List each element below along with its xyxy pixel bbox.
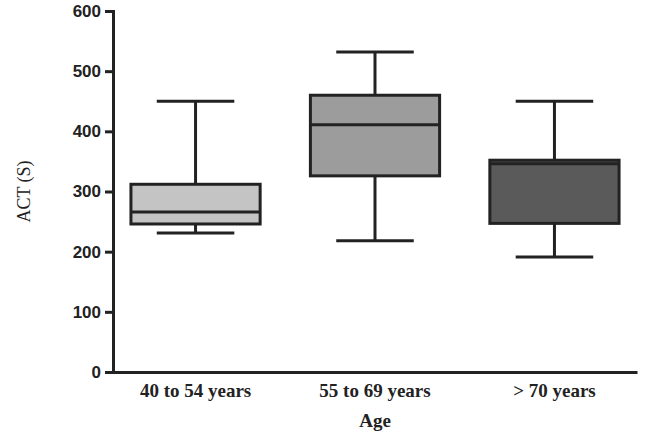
median <box>310 123 439 126</box>
whisker-cap <box>157 232 235 235</box>
y-tick-mark <box>105 130 113 133</box>
x-axis-line <box>114 371 638 374</box>
x-tick: 40 to 54 years <box>140 372 251 401</box>
box-plot <box>131 101 260 233</box>
whisker-cap <box>336 50 414 53</box>
x-tick-label: > 70 years <box>513 380 596 401</box>
box <box>131 184 260 224</box>
whisker-cap <box>157 100 235 103</box>
x-tick: 55 to 69 years <box>319 372 430 401</box>
whisker-cap <box>336 239 414 242</box>
x-axis: 40 to 54 years 55 to 69 years > 70 years <box>114 372 638 401</box>
box-plot <box>490 101 619 257</box>
y-tick-label: 600 <box>73 2 101 21</box>
y-tick-mark <box>105 251 113 254</box>
y-tick-mark <box>105 311 113 314</box>
y-tick: 500 <box>73 62 113 81</box>
y-tick: 0 <box>92 363 113 382</box>
median <box>490 162 619 165</box>
y-tick: 600 <box>73 2 113 21</box>
y-tick-label: 0 <box>92 363 101 382</box>
y-tick-mark <box>105 191 113 194</box>
box-plot <box>310 52 439 241</box>
box <box>490 160 619 223</box>
y-tick-mark <box>105 371 113 374</box>
whisker <box>553 223 556 257</box>
y-tick-label: 300 <box>73 182 101 201</box>
whisker <box>553 101 556 160</box>
whisker <box>194 101 197 184</box>
y-tick-label: 200 <box>73 243 101 262</box>
chart: 0 100 200 300 400 500 600 40 to 54 years 55 to 6… <box>0 0 651 433</box>
y-tick-label: 400 <box>73 122 101 141</box>
y-axis-title: ACT (S) <box>14 160 35 222</box>
y-tick-label: 100 <box>73 303 101 322</box>
y-tick: 400 <box>73 122 113 141</box>
plot: 0 100 200 300 400 500 600 40 to 54 years 55 to 6… <box>73 2 638 402</box>
y-axis-line <box>105 12 114 373</box>
y-tick: 300 <box>73 182 113 201</box>
x-tick-label: 40 to 54 years <box>140 380 251 401</box>
y-tick-mark <box>105 10 113 13</box>
median <box>131 210 260 213</box>
y-tick: 200 <box>73 243 113 262</box>
y-axis: 0 100 200 300 400 500 600 <box>73 2 114 382</box>
x-tick-label: 55 to 69 years <box>319 380 430 401</box>
y-tick: 100 <box>73 303 113 322</box>
y-tick-mark <box>105 70 113 73</box>
whisker <box>374 52 377 95</box>
whisker <box>374 176 377 241</box>
x-axis-title: Age <box>359 410 391 431</box>
box <box>310 95 439 176</box>
y-tick-label: 500 <box>73 62 101 81</box>
x-tick: > 70 years <box>513 372 596 401</box>
boxes <box>131 52 619 257</box>
whisker-cap <box>516 100 594 103</box>
whisker-cap <box>516 256 594 259</box>
